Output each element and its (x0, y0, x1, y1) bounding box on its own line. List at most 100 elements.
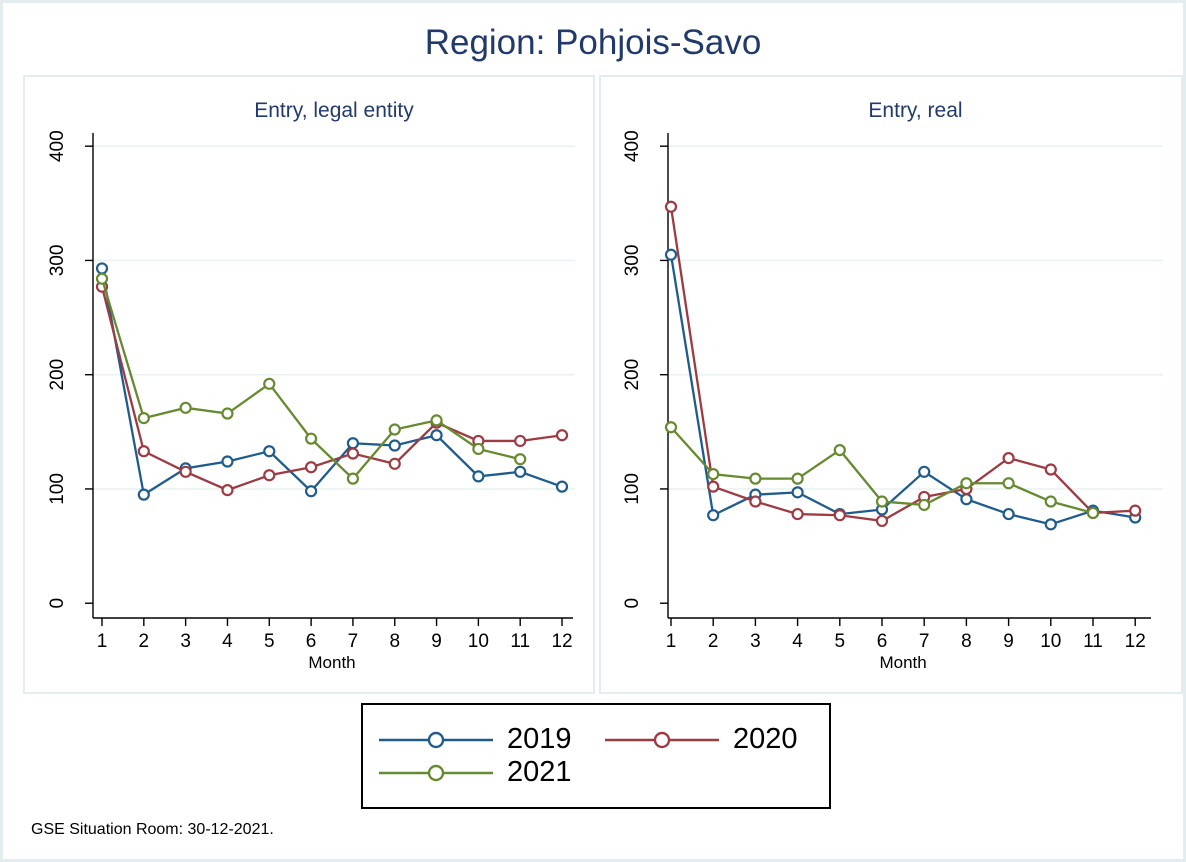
data-point-marker (514, 465, 527, 478)
data-point-marker (472, 470, 485, 483)
x-tick-label: 1 (97, 631, 108, 652)
x-tick-label: 5 (835, 631, 846, 652)
data-point-marker (1044, 463, 1057, 476)
series-2021 (664, 421, 1100, 520)
data-point-marker (918, 498, 931, 512)
x-tick-label: 11 (510, 631, 530, 652)
data-point-marker (555, 480, 569, 493)
data-point-marker (305, 485, 318, 498)
data-point-marker (179, 401, 192, 414)
x-tick-label: 8 (961, 631, 972, 652)
x-tick-label: 3 (750, 631, 761, 652)
data-point-marker (1002, 507, 1015, 521)
panel-title: Entry, real (868, 99, 962, 122)
y-tick-label: 0 (622, 598, 643, 609)
data-point-marker (664, 248, 678, 261)
x-tick-label: 7 (919, 631, 930, 652)
legend-label-2019: 2019 (507, 723, 572, 755)
y-tick-label: 200 (47, 359, 68, 391)
data-point-marker (791, 486, 804, 499)
gridlines (668, 145, 1163, 490)
data-point-marker (875, 495, 889, 508)
data-point-marker (749, 472, 762, 485)
series-2020 (95, 280, 569, 497)
series-line-2019 (100, 268, 563, 497)
page-title: Region: Pohjois-Savo (424, 23, 762, 62)
panel-title: Entry, legal entity (254, 99, 414, 122)
data-point-marker (707, 509, 720, 522)
data-point-marker (388, 423, 401, 436)
x-tick-label: 10 (1040, 631, 1061, 652)
data-point-marker (960, 493, 973, 506)
data-point-marker (749, 495, 762, 508)
data-point-marker (430, 414, 443, 427)
gridlines (93, 145, 575, 490)
data-point-marker (221, 483, 234, 497)
x-tick-label: 5 (264, 631, 275, 652)
y-tick-label: 200 (622, 359, 643, 391)
x-tick-label: 4 (792, 631, 803, 652)
data-point-marker (346, 437, 360, 450)
data-point-marker (221, 407, 234, 420)
legend-item-2019: 2019 (377, 725, 603, 754)
data-point-marker (430, 429, 443, 442)
data-point-marker (1002, 477, 1015, 490)
legend-swatch-2021-icon (379, 764, 493, 781)
data-point-marker (664, 200, 678, 213)
data-point-marker (95, 272, 109, 285)
data-point-marker (707, 480, 720, 493)
data-point-marker (346, 472, 360, 485)
x-tick-label: 8 (389, 631, 400, 652)
series-line-2021 (100, 278, 521, 481)
legend-label-2021: 2021 (507, 756, 572, 788)
data-point-marker (346, 447, 360, 460)
legend: 2019 2020 2021 (361, 703, 831, 809)
data-point-marker (305, 432, 318, 445)
legend-swatch-2020-icon (605, 731, 719, 748)
data-point-marker (1044, 518, 1057, 531)
x-tick-label: 12 (1125, 631, 1146, 652)
data-point-marker (137, 412, 150, 425)
data-point-marker (388, 457, 401, 470)
y-tick-label: 400 (622, 130, 643, 162)
data-point-marker (305, 461, 318, 474)
y-tick-label: 0 (47, 598, 68, 609)
x-tick-label: 4 (222, 631, 233, 652)
legend-row: 2019 2020 (377, 725, 829, 754)
data-point-marker (918, 465, 931, 478)
chart-panel-entry-legal-entity: 0 100 200 300 400 1 2 3 4 5 6 7 8 9 10 11 12 Month Entry, … (23, 75, 595, 694)
data-point-marker (1086, 506, 1100, 520)
x-tick-label: 7 (348, 631, 359, 652)
data-point-marker (388, 439, 401, 452)
data-point-marker (514, 453, 527, 466)
legend-swatch-2019-icon (379, 731, 493, 748)
series-2019 (95, 262, 569, 501)
data-point-marker (221, 455, 234, 468)
data-point-marker (791, 472, 804, 485)
x-tick-label: 2 (139, 631, 150, 652)
data-point-marker (1002, 451, 1015, 465)
data-point-marker (707, 467, 720, 481)
y-axis: 0 100 200 300 400 (622, 130, 669, 618)
legend-label-2020: 2020 (733, 723, 798, 755)
data-point-marker (472, 442, 485, 456)
data-point-marker (137, 445, 150, 458)
data-point-marker (137, 488, 150, 501)
chart-panel-entry-real: 0 100 200 300 400 1 2 3 4 5 6 7 8 9 10 11 12 Month Entry, … (599, 75, 1183, 694)
data-point-marker (263, 469, 276, 482)
x-tick-label: 6 (877, 631, 888, 652)
data-point-marker (1044, 495, 1057, 508)
data-point-marker (555, 429, 569, 442)
x-axis-title: Month (879, 653, 926, 672)
x-tick-label: 2 (708, 631, 719, 652)
y-axis: 0 100 200 300 400 (47, 130, 94, 618)
y-tick-label: 300 (622, 245, 643, 277)
data-point-marker (833, 509, 846, 522)
series-line-2020 (100, 286, 563, 492)
x-tick-label: 1 (666, 631, 677, 652)
data-point-marker (179, 465, 192, 478)
